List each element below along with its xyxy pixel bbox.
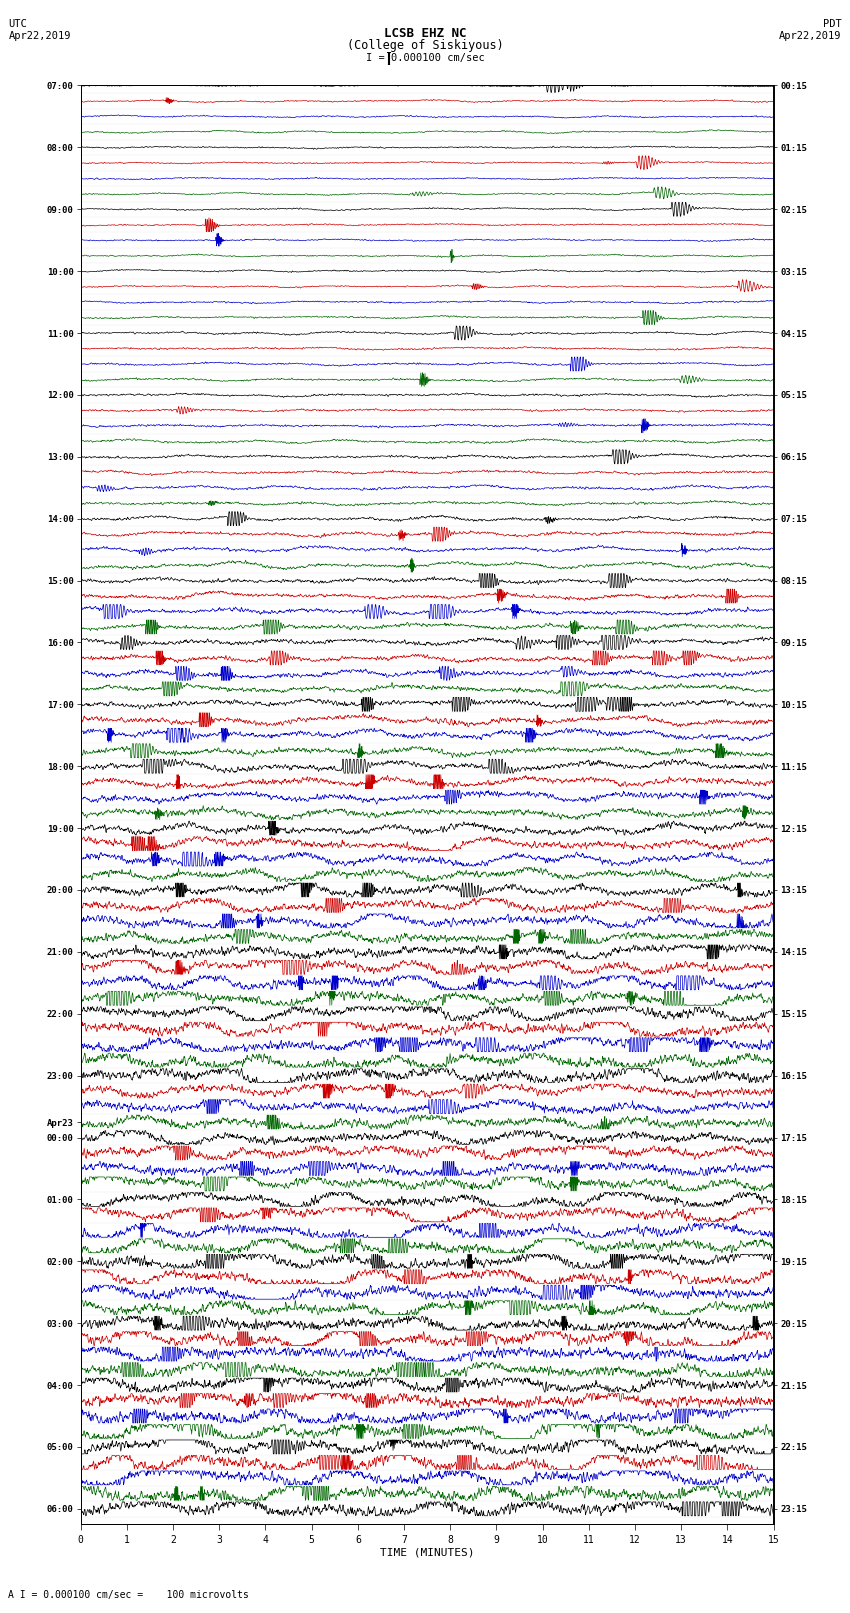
Text: A I = 0.000100 cm/sec =    100 microvolts: A I = 0.000100 cm/sec = 100 microvolts [8,1590,249,1600]
Text: Apr22,2019: Apr22,2019 [8,31,71,40]
Text: UTC: UTC [8,19,27,29]
X-axis label: TIME (MINUTES): TIME (MINUTES) [380,1547,474,1558]
Text: LCSB EHZ NC: LCSB EHZ NC [383,27,467,40]
Text: I = 0.000100 cm/sec: I = 0.000100 cm/sec [366,53,484,63]
Text: PDT: PDT [823,19,842,29]
Text: (College of Siskiyous): (College of Siskiyous) [347,39,503,52]
Text: Apr22,2019: Apr22,2019 [779,31,842,40]
